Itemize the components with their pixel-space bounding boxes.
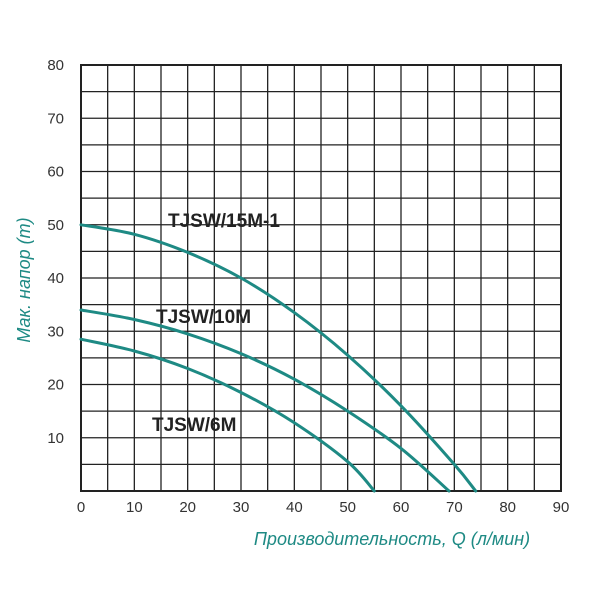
y-tick-label: 30: [47, 323, 64, 340]
x-tick-label: 60: [393, 499, 410, 516]
y-tick-label: 60: [47, 164, 64, 181]
x-tick-label: 10: [126, 499, 143, 516]
plot-frame: [80, 64, 562, 492]
x-tick-label: 80: [499, 499, 516, 516]
x-tick-label: 70: [446, 499, 463, 516]
series-line-2: [79, 337, 376, 493]
x-tick-label: 0: [77, 499, 85, 516]
y-tick-label: 70: [47, 110, 64, 127]
x-tick-label: 90: [553, 499, 570, 516]
y-tick-label: 40: [47, 270, 64, 287]
x-axis-title: Производительность, Q (л/мин): [254, 529, 530, 549]
x-tick-labels: 0 10 20 30 40 50 60 70 80 90: [77, 499, 570, 516]
series-line-1: [79, 308, 451, 493]
x-tick-label: 20: [179, 499, 196, 516]
x-tick-label: 30: [233, 499, 250, 516]
series-line-0: [79, 223, 478, 493]
series-label-tjsw-6m: TJSW/6M: [152, 415, 236, 436]
series-lines: [79, 223, 478, 493]
series-label-tjsw-10m: TJSW/10M: [156, 307, 251, 328]
x-tick-label: 50: [339, 499, 356, 516]
y-tick-label: 10: [47, 430, 64, 447]
y-tick-label: 50: [47, 217, 64, 234]
y-tick-labels: 80 70 60 50 40 30 20 10: [47, 57, 64, 447]
y-tick-label: 80: [47, 57, 64, 74]
series-label-tjsw-15m-1: TJSW/15M-1: [168, 211, 280, 232]
y-tick-label: 20: [47, 377, 64, 394]
y-axis-title: Мак. напор (m): [14, 217, 34, 342]
grid: [80, 64, 562, 492]
x-tick-label: 40: [286, 499, 303, 516]
